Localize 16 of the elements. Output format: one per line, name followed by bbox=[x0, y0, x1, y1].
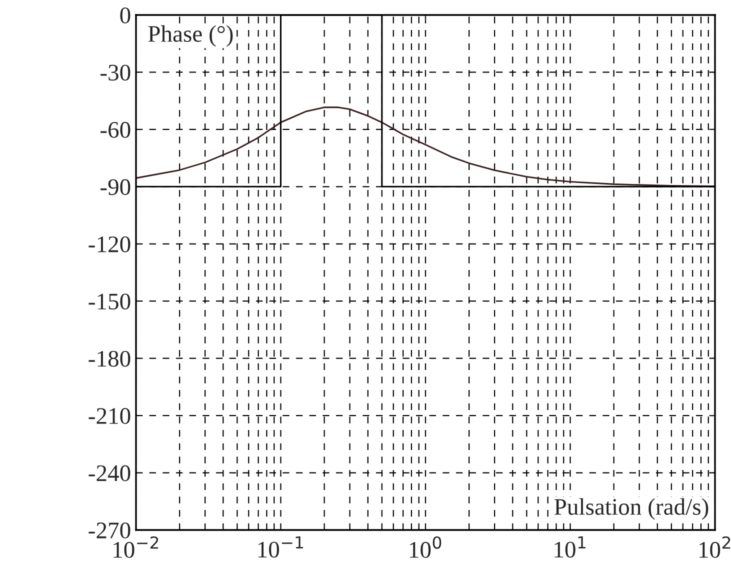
x-axis-title: Pulsation (rad/s) bbox=[554, 498, 708, 520]
y-tick-label: -30 bbox=[100, 64, 130, 81]
y-tick-label: -150 bbox=[88, 294, 130, 310]
x-tick-label: 10$^{1}$ bbox=[554, 536, 586, 558]
x-tick-label: 10$^{−1}$ bbox=[258, 536, 303, 558]
y-tick-label: -90 bbox=[100, 179, 130, 196]
x-tick-label: 10$^{0}$ bbox=[410, 536, 442, 558]
x-tick-label: 10$^{2}$ bbox=[699, 536, 730, 558]
y-tick-label: -270 bbox=[88, 522, 130, 538]
y-tick-label: -180 bbox=[88, 350, 130, 367]
y-tick-label: -210 bbox=[88, 408, 130, 424]
y-tick-label: 0 bbox=[120, 7, 130, 24]
y-tick-label: -60 bbox=[100, 122, 130, 138]
y-tick-label: -240 bbox=[88, 465, 130, 482]
y-tick-label: -120 bbox=[88, 236, 130, 252]
y-axis-title: Phase (°) bbox=[148, 25, 233, 47]
